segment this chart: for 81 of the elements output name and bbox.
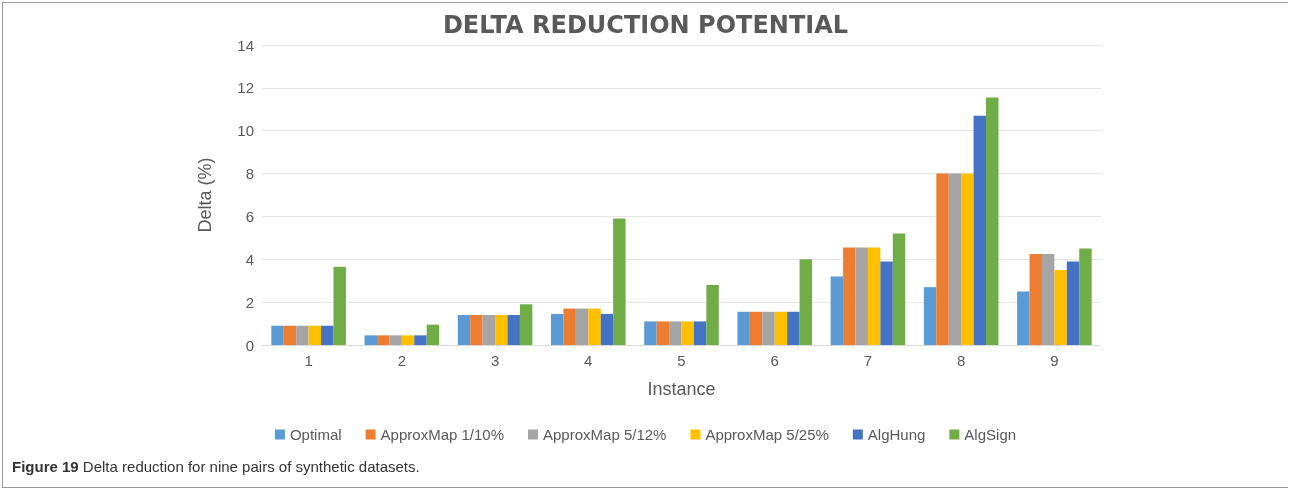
bar (563, 308, 576, 345)
caption: Figure 19 Delta reduction for nine pairs of synthetic datasets. (12, 458, 420, 475)
bar (830, 276, 844, 345)
bar (737, 311, 750, 345)
y-tick-label: 10 (237, 122, 254, 140)
x-tick-label: 3 (490, 352, 500, 369)
bar (799, 259, 813, 345)
legend-label: ApproxMap 1/10% (380, 426, 505, 443)
bar (693, 321, 707, 345)
bar (389, 335, 402, 345)
bar (948, 173, 962, 345)
bar (296, 325, 309, 345)
bar (880, 261, 893, 345)
y-tick-label: 4 (245, 250, 254, 268)
x-tick-label: 8 (956, 352, 966, 369)
bar (495, 315, 508, 345)
legend-label: ApproxMap 5/25% (705, 426, 829, 443)
y-axis-title: Delta (%) (195, 157, 215, 233)
bar (613, 218, 626, 345)
bar (308, 325, 322, 345)
bar (482, 315, 496, 345)
bar (867, 247, 881, 345)
bar (787, 311, 800, 345)
bar (1017, 291, 1030, 345)
bar (762, 311, 775, 345)
y-tick-label: 2 (245, 293, 254, 311)
bar (1066, 261, 1080, 345)
bar (1054, 270, 1067, 345)
bar (656, 321, 670, 345)
bar (1079, 248, 1092, 345)
bar (681, 321, 694, 345)
y-tick-label: 14 (237, 36, 254, 54)
bar (961, 173, 974, 345)
bar (507, 315, 520, 345)
bar (271, 325, 284, 345)
legend-label: ApproxMap 5/12% (543, 426, 667, 443)
bar (644, 321, 657, 345)
y-tick-label: 12 (237, 79, 254, 97)
bar (706, 285, 719, 345)
chart-title: DELTA REDUCTION POTENTIAL (442, 11, 849, 39)
bar (936, 173, 949, 345)
bar (669, 321, 682, 345)
bar (855, 247, 868, 345)
bar (973, 115, 987, 345)
x-tick-label: 5 (677, 352, 686, 369)
bar (774, 311, 788, 345)
bar (575, 308, 589, 345)
y-tick-label: 8 (245, 165, 254, 183)
x-tick-label: 9 (1050, 352, 1059, 369)
y-tick-label: 6 (245, 207, 254, 225)
x-tick-label: 7 (863, 352, 873, 369)
x-axis-title: Instance (647, 379, 716, 399)
x-tick-label: 6 (770, 352, 779, 369)
bar (923, 287, 937, 345)
x-tick-label: 4 (584, 352, 593, 369)
bar (1029, 253, 1042, 345)
bar (401, 335, 415, 345)
bar (986, 97, 999, 345)
bar (470, 315, 483, 345)
y-tick-label: 0 (245, 336, 254, 354)
bar (550, 313, 564, 345)
bar (321, 325, 334, 345)
bar (333, 266, 346, 345)
legend-label: AlgHung (867, 426, 926, 443)
x-tick-label: 1 (304, 352, 313, 369)
bar (457, 315, 471, 345)
legend-label: AlgSign (964, 426, 1017, 443)
bar (414, 335, 427, 345)
bar (892, 233, 906, 345)
bar (376, 335, 390, 345)
bar (600, 313, 614, 345)
bar (749, 311, 763, 345)
bar (519, 304, 533, 345)
bar (843, 247, 856, 345)
x-tick-label: 2 (397, 352, 407, 369)
legend-label: Optimal (289, 426, 342, 443)
bar (588, 308, 601, 345)
bar (283, 325, 297, 345)
bar (364, 335, 377, 345)
bar (426, 324, 440, 345)
bar (1041, 253, 1055, 345)
